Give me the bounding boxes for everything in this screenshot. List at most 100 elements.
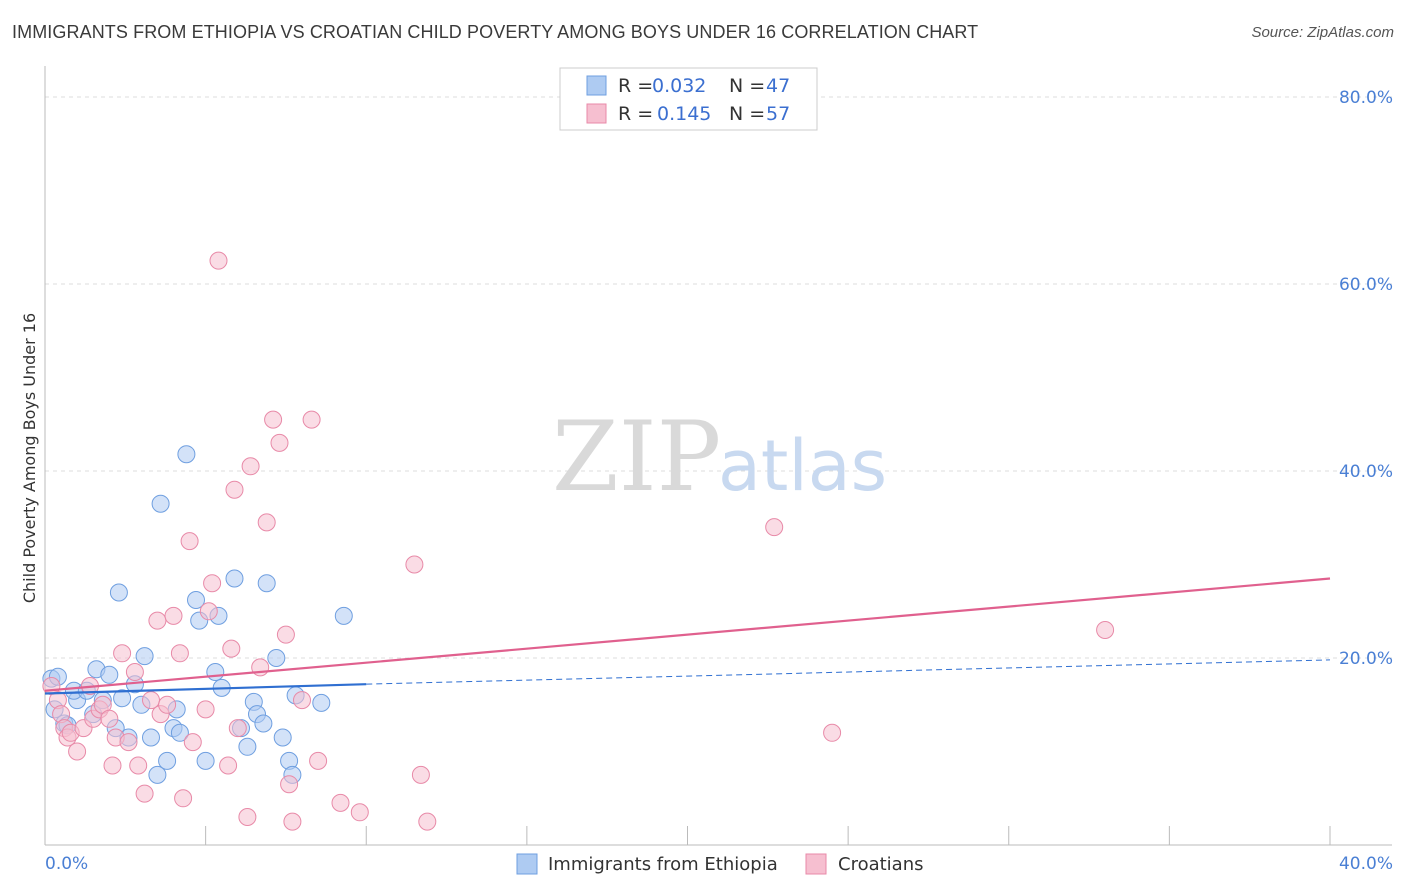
legend-r-label-2: R = — [618, 103, 653, 125]
croatians-point-46 — [293, 691, 311, 710]
legend-n-label-1: N = — [729, 75, 765, 97]
x-tick-labels: 0.0% 40.0% — [45, 854, 1393, 874]
series-legend: Immigrants from Ethiopia Croatians — [516, 853, 924, 875]
x-tick-label-min: 0.0% — [45, 854, 88, 874]
ethiopia-point-29 — [206, 663, 225, 681]
croatians-point-49 — [331, 793, 350, 812]
croatians-point-44 — [280, 775, 299, 794]
y-tick-labels: 20.0% 40.0% 60.0% 80.0% — [1339, 88, 1393, 669]
series-legend-swatch-ethiopia — [516, 853, 538, 875]
y-tick-label-40: 40.0% — [1339, 462, 1393, 482]
ethiopia-point-44 — [312, 693, 331, 712]
series-legend-croatians: Croatians — [838, 854, 924, 875]
croatians-point-34 — [222, 639, 241, 658]
y-tick-label-80: 80.0% — [1339, 88, 1393, 108]
croatians-point-30 — [199, 602, 218, 621]
ethiopia-point-45 — [334, 606, 353, 625]
data-points — [42, 251, 1115, 831]
legend-r-value-1: 0.032 — [652, 75, 706, 97]
ethiopia-point-17 — [142, 728, 160, 747]
ethiopia-trend-line-extension — [366, 659, 1331, 685]
ethiopia-point-22 — [170, 723, 189, 742]
croatians-point-19 — [135, 784, 154, 803]
grid-lines — [45, 96, 1392, 659]
croatians-point-54 — [765, 518, 784, 537]
croatians-point-41 — [264, 410, 283, 429]
croatians-point-55 — [823, 723, 842, 742]
croatians-point-16 — [119, 733, 138, 752]
legend-swatch-pink — [586, 103, 607, 124]
chart-source: Source: ZipAtlas.com — [1251, 24, 1394, 41]
croatians-point-23 — [158, 695, 177, 714]
croatians-point-32 — [209, 251, 228, 270]
watermark-zip: ZIP — [552, 401, 721, 513]
croatians-point-50 — [350, 803, 369, 822]
ethiopia-point-34 — [238, 737, 257, 756]
legend-r-label-1: R = — [618, 75, 653, 97]
croatians-point-36 — [228, 719, 247, 738]
x-tick-label-max: 40.0% — [1339, 854, 1393, 874]
legend-r-value-2: 0.145 — [657, 103, 711, 125]
croatians-point-21 — [148, 611, 167, 630]
axes — [44, 66, 1392, 846]
croatians-point-6 — [68, 742, 87, 761]
ethiopia-point-26 — [187, 591, 205, 609]
croatians-point-24 — [164, 606, 183, 625]
ethiopia-point-10 — [100, 665, 119, 684]
y-tick-label-20: 20.0% — [1339, 649, 1393, 669]
y-tick-label-60: 60.0% — [1339, 275, 1393, 295]
croatians-point-15 — [113, 644, 132, 663]
ethiopia-point-19 — [158, 751, 177, 770]
croatians-point-31 — [203, 574, 222, 593]
y-axis-label: Child Poverty Among Boys Under 16 — [20, 313, 39, 603]
croatians-point-29 — [196, 700, 215, 719]
watermark: ZIP atlas — [552, 401, 887, 513]
chart-title: IMMIGRANTS FROM ETHIOPIA VS CROATIAN CHI… — [12, 22, 979, 42]
croatians-point-12 — [100, 709, 119, 728]
croatians-point-51 — [405, 555, 424, 574]
croatians-point-47 — [302, 410, 321, 429]
croatians-point-35 — [225, 480, 244, 499]
legend-n-value-2: 57 — [766, 103, 790, 125]
ethiopia-point-38 — [257, 574, 276, 593]
croatians-point-17 — [125, 663, 144, 681]
croatians-point-56 — [1096, 621, 1115, 639]
croatians-point-52 — [411, 765, 430, 784]
croatians-point-48 — [309, 751, 328, 770]
ethiopia-point-39 — [267, 649, 286, 667]
correlation-legend: R = 0.032 N = 47 R = 0.145 N = 57 — [559, 67, 818, 131]
watermark-atlas: atlas — [718, 425, 887, 507]
croatians-point-25 — [170, 644, 189, 663]
croatians-point-53 — [418, 812, 437, 831]
ethiopia-point-24 — [151, 494, 170, 513]
ethiopia-point-12 — [113, 689, 132, 708]
croatians-point-33 — [219, 756, 238, 775]
ethiopia-point-28 — [196, 751, 215, 770]
croatians-point-37 — [238, 808, 257, 826]
croatians-point-13 — [103, 756, 122, 775]
croatians-point-38 — [241, 457, 260, 476]
croatians-point-45 — [283, 812, 302, 831]
ethiopia-point-32 — [225, 569, 244, 588]
ethiopia-point-40 — [273, 728, 292, 747]
croatians-point-26 — [174, 789, 193, 808]
series-legend-swatch-croatians — [805, 853, 827, 875]
croatians-trend-line — [44, 577, 1331, 692]
trend-lines — [44, 577, 1331, 695]
ethiopia-point-16 — [135, 647, 154, 666]
series-legend-ethiopia: Immigrants from Ethiopia — [548, 854, 778, 875]
croatians-point-43 — [276, 625, 295, 644]
croatians-point-27 — [180, 532, 199, 551]
ethiopia-point-23 — [177, 445, 196, 464]
ethiopia-point-25 — [109, 583, 128, 602]
croatians-point-28 — [183, 733, 202, 752]
legend-n-label-2: N = — [729, 103, 765, 125]
croatians-point-40 — [257, 513, 276, 532]
ethiopia-point-18 — [148, 765, 167, 784]
croatians-point-42 — [270, 433, 289, 452]
legend-n-value-1: 47 — [766, 75, 790, 97]
ethiopia-point-37 — [254, 714, 273, 733]
ethiopia-trend-line — [44, 683, 367, 695]
croatians-point-18 — [129, 756, 148, 775]
